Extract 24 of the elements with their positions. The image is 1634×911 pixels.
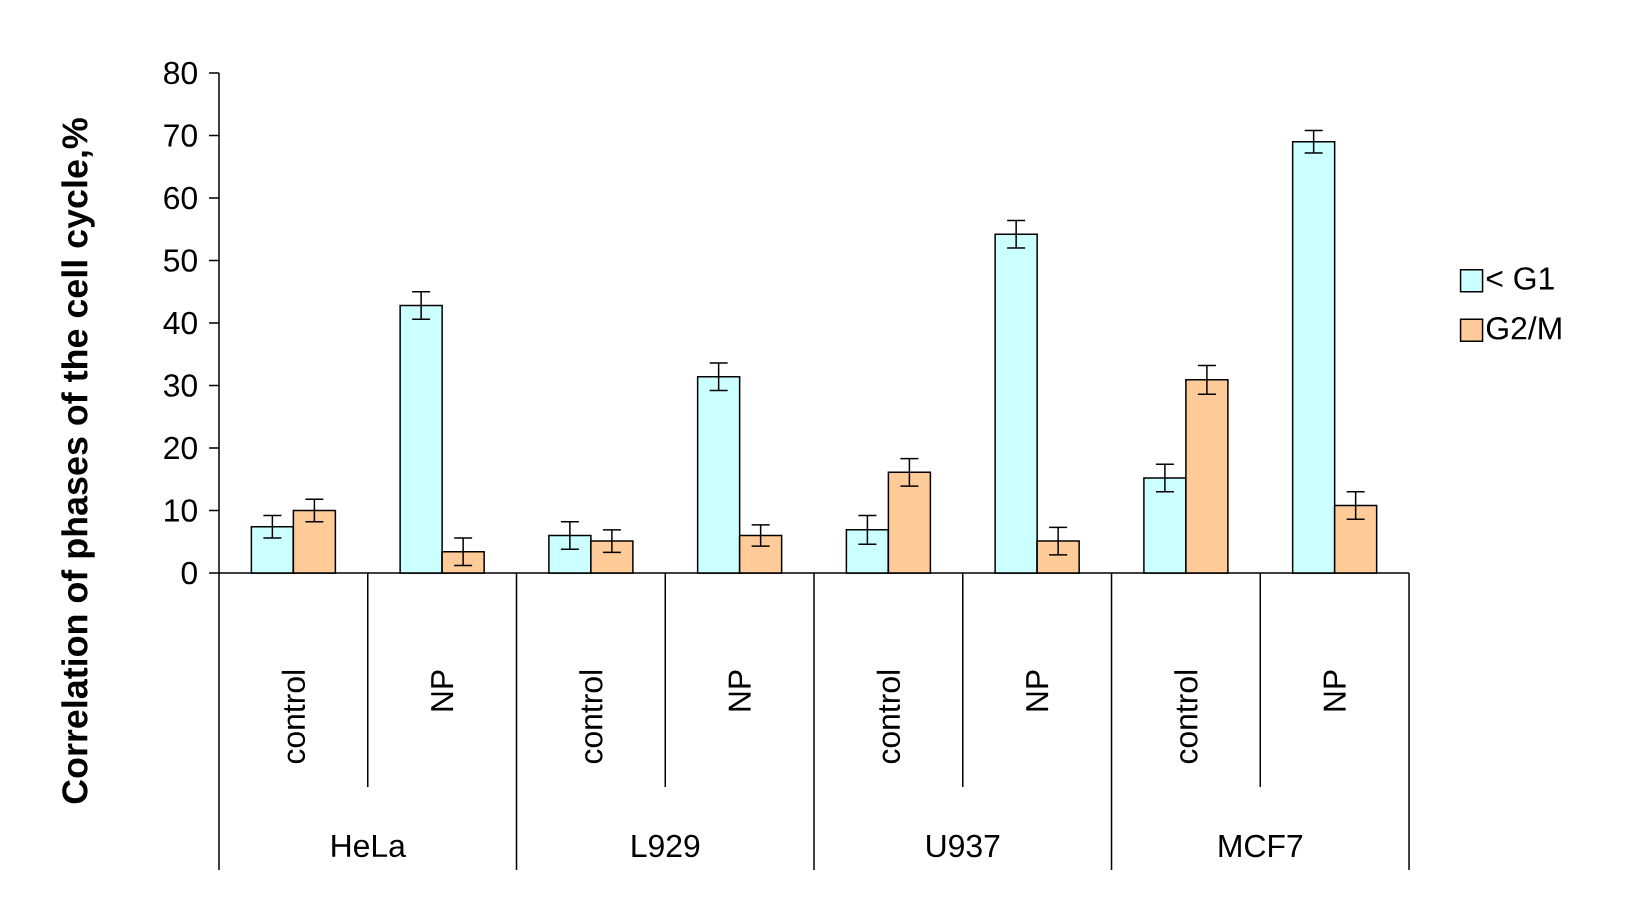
y-axis-title: Correlation of phases of the cell cycle,%	[61, 118, 95, 804]
y-tick-label: 80	[164, 61, 197, 85]
x-tick-label: NP	[1323, 670, 1346, 711]
legend-label: < G1	[1486, 267, 1554, 290]
x-tick-label: control	[876, 670, 901, 764]
y-tick-label: 70	[164, 124, 197, 147]
x-tick-label: NP	[728, 670, 751, 711]
x-tick-label: control	[1174, 670, 1198, 764]
y-tick-label: 20	[164, 436, 197, 460]
x-tick-label: NP	[431, 670, 454, 711]
text: L929	[632, 834, 700, 858]
x-tick-label: control	[281, 670, 306, 764]
text: MCF7	[1219, 834, 1303, 858]
y-tick-label: 30	[163, 374, 197, 397]
y-tick-label: 0	[181, 561, 197, 585]
legend-label: G2/M	[1486, 316, 1561, 340]
x-tick-label: control	[579, 670, 603, 764]
text: HeLa	[332, 834, 406, 858]
y-tick-label: 40	[163, 311, 197, 335]
y-tick-label: 60	[164, 186, 197, 210]
y-tick-label: 10	[165, 499, 197, 522]
text: U937	[927, 834, 1000, 858]
y-tick-label: 50	[164, 249, 197, 272]
x-tick-label: NP	[1026, 670, 1049, 711]
